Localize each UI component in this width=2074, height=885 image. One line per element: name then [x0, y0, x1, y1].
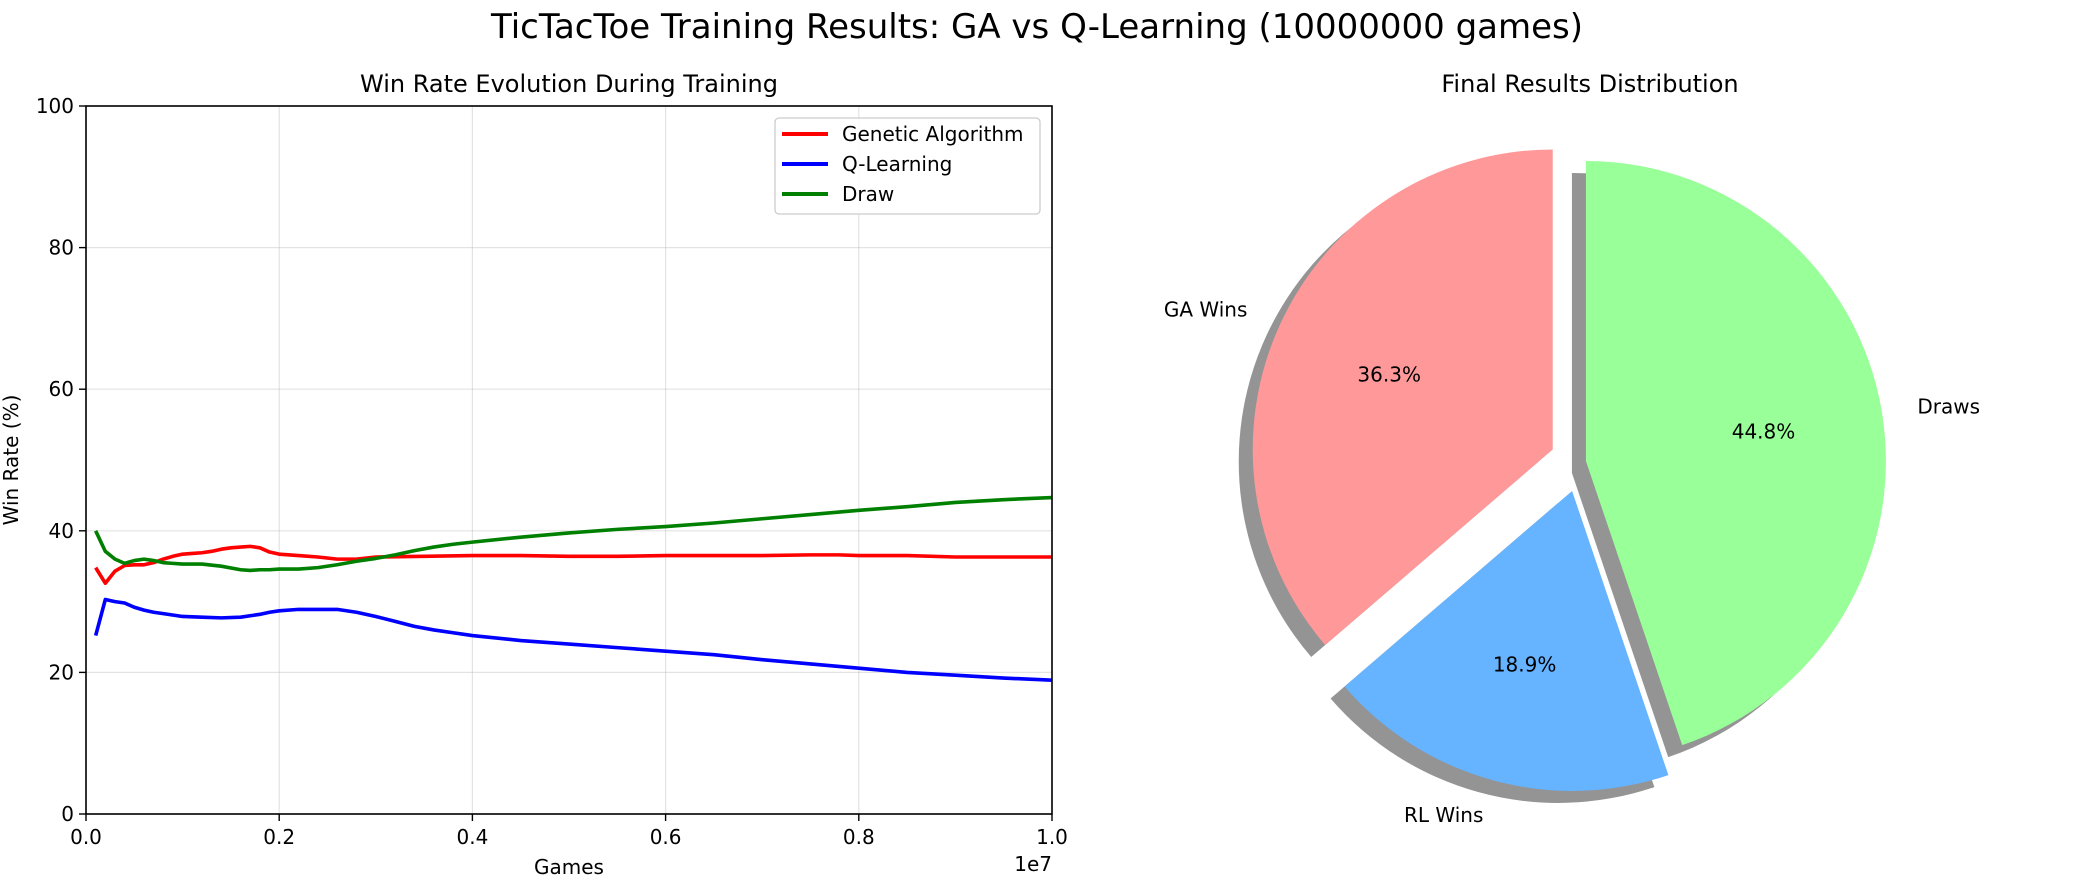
y-tick-label: 0	[61, 802, 74, 826]
pie-slice-rl-wins	[1344, 490, 1669, 791]
line-chart: Win Rate Evolution During Training 0.0 0.…	[0, 70, 1068, 879]
x-tick-label: 0.6	[650, 825, 682, 849]
pie-label-rl-wins: RL Wins	[1404, 803, 1483, 827]
pie-chart: Final Results Distribution GA Wins 36.3% R…	[1164, 70, 1980, 827]
x-tick-label: 0.2	[263, 825, 295, 849]
pie-slice-draws	[1585, 161, 1886, 746]
y-axis-ticks: 0 20 40 60 80 100	[36, 94, 86, 826]
legend-label-draw: Draw	[842, 182, 894, 206]
y-tick-label: 40	[49, 519, 74, 543]
pie-chart-title: Final Results Distribution	[1441, 70, 1738, 98]
pie-label-draws: Draws	[1917, 394, 1980, 418]
pie-percent-ga-wins: 36.3%	[1357, 362, 1421, 386]
pie-slices	[1252, 149, 1886, 791]
pie-slice-ga-wins	[1252, 149, 1553, 646]
series-line-q-learning	[93, 597, 1053, 682]
pie-label-ga-wins: GA Wins	[1164, 297, 1248, 321]
x-tick-label: 0.8	[843, 825, 875, 849]
series-line-draw	[94, 495, 1053, 573]
x-tick-label: 0.0	[70, 825, 102, 849]
y-tick-label: 100	[36, 94, 74, 118]
pie-labels: GA Wins 36.3% RL Wins 18.9% Draws 44.8%	[1164, 297, 1980, 827]
y-tick-label: 60	[49, 377, 74, 401]
y-axis-label: Win Rate (%)	[0, 395, 23, 526]
line-chart-title: Win Rate Evolution During Training	[360, 70, 778, 98]
legend-box	[774, 117, 1041, 215]
series-lines	[93, 495, 1053, 682]
figure-title: TicTacToe Training Results: GA vs Q-Lear…	[490, 7, 1583, 47]
plot-area-frame	[85, 105, 1053, 815]
x-tick-label: 1.0	[1036, 825, 1068, 849]
x-tick-label: 0.4	[456, 825, 488, 849]
x-axis-ticks: 0.0 0.2 0.4 0.6 0.8 1.0	[70, 814, 1068, 849]
x-axis-offset-label: 1e7	[1014, 852, 1052, 876]
pie-percent-draws: 44.8%	[1732, 420, 1796, 444]
pie-percent-rl-wins: 18.9%	[1493, 653, 1557, 677]
legend-label-genetic-algorithm: Genetic Algorithm	[842, 122, 1023, 146]
legend-label-q-learning: Q-Learning	[842, 152, 952, 176]
y-tick-label: 80	[49, 236, 74, 260]
x-axis-label: Games	[534, 855, 604, 879]
y-tick-label: 20	[49, 660, 74, 684]
legend: Genetic Algorithm Q-Learning Draw	[774, 117, 1041, 215]
